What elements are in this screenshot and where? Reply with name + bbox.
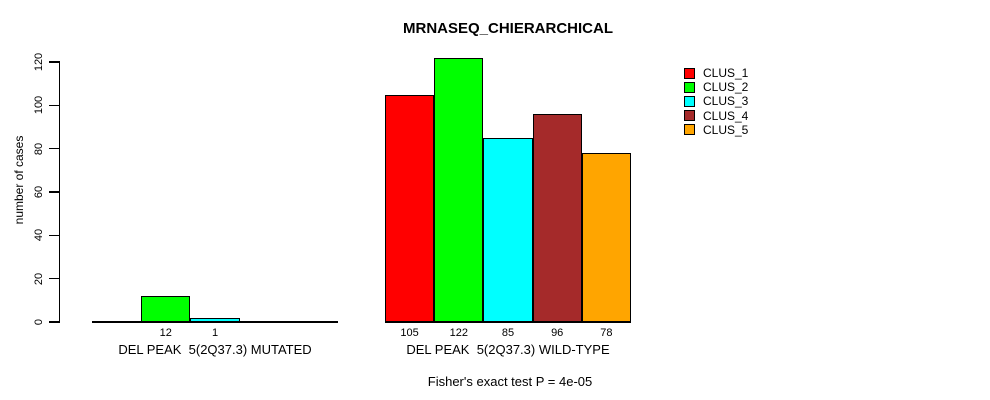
y-tick (48, 104, 59, 107)
legend-swatch-clus_3 (684, 95, 695, 107)
y-tick-label: 80 (33, 142, 45, 155)
bar-wild-type-clus_5 (581, 153, 631, 322)
bar-wild-type-clus_4 (532, 114, 582, 322)
y-axis-line (58, 61, 60, 323)
y-tick (48, 321, 59, 323)
y-tick (48, 234, 59, 237)
y-axis-label: number of cases (12, 135, 26, 225)
legend-swatch-clus_5 (684, 124, 695, 136)
y-tick-label: 20 (33, 272, 45, 285)
y-tick-label: 0 (33, 318, 45, 326)
bar-wild-type-clus_3 (483, 137, 533, 322)
y-tick-label: 60 (33, 185, 45, 199)
legend-item-clus_2: CLUS_2 (684, 80, 748, 94)
y-tick (48, 191, 59, 193)
bar-wild-type-clus_2 (434, 57, 484, 322)
legend-label: CLUS_5 (703, 122, 749, 137)
bar-value-label: 105 (400, 327, 419, 339)
x-baseline-mutated (92, 321, 338, 323)
legend-label: CLUS_1 (703, 66, 749, 81)
bar-mutated-clus_2 (141, 296, 191, 322)
bar-value-label: 122 (449, 327, 468, 339)
legend-item-clus_1: CLUS_1 (684, 66, 748, 80)
y-tick-label: 40 (33, 229, 45, 242)
bar-value-label: 1 (211, 327, 219, 339)
legend-swatch-clus_4 (684, 110, 695, 122)
chart-title: MRNASEQ_CHIERARCHICAL (402, 20, 614, 37)
bar-mutated-clus_3 (190, 318, 240, 322)
legend-swatch-clus_1 (684, 67, 695, 79)
y-tick (48, 147, 59, 150)
legend-label: CLUS_3 (703, 94, 749, 109)
y-tick-label: 100 (33, 96, 45, 115)
legend-item-clus_5: CLUS_5 (684, 123, 748, 137)
bar-value-label: 12 (159, 327, 172, 339)
group-label-wild-type: DEL PEAK 5(2Q37.3) WILD-TYPE (406, 342, 610, 357)
legend-label: CLUS_4 (703, 108, 749, 123)
bar-value-label: 85 (501, 327, 515, 339)
group-label-mutated: DEL PEAK 5(2Q37.3) MUTATED (118, 342, 312, 357)
legend: CLUS_1 CLUS_2 CLUS_3 CLUS_4 CLUS_5 (684, 66, 748, 137)
bar-value-label: 78 (600, 327, 613, 339)
y-tick (48, 277, 59, 280)
y-tick (48, 61, 59, 63)
bar-wild-type-clus_1 (385, 94, 435, 322)
legend-label: CLUS_2 (703, 80, 749, 95)
legend-item-clus_4: CLUS_4 (684, 109, 748, 123)
bar-value-label: 96 (551, 327, 564, 339)
legend-item-clus_3: CLUS_3 (684, 94, 748, 108)
x-baseline-wild-type (385, 321, 631, 323)
y-tick-label: 120 (33, 52, 45, 72)
legend-swatch-clus_2 (684, 81, 695, 93)
annotation-fishers-test: Fisher's exact test P = 4e-05 (427, 374, 593, 389)
